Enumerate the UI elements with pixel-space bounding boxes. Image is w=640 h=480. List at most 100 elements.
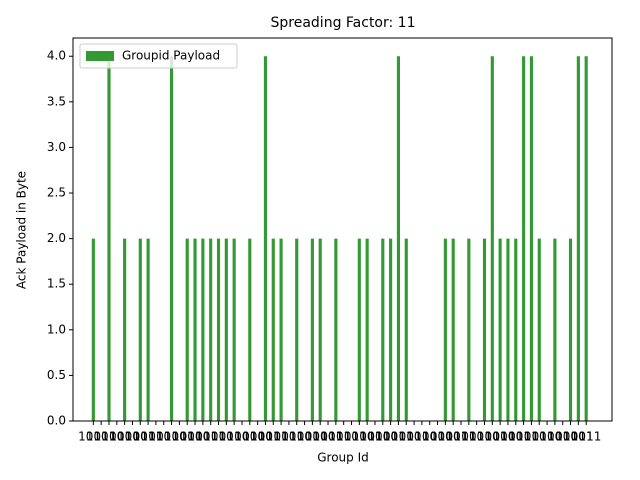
x-tick-label: 1111	[383, 430, 414, 444]
x-tick-label: 1010	[454, 430, 485, 444]
x-tick-label: 1001	[188, 430, 219, 444]
x-tick-label: 1010	[266, 430, 297, 444]
bar	[396, 56, 400, 421]
axes-frame	[72, 37, 613, 422]
x-tick-label: 1101	[164, 430, 195, 444]
bar	[263, 56, 268, 421]
bar	[138, 238, 142, 421]
x-tick-label: 1110	[180, 430, 211, 444]
x-tick-label: 1011	[399, 430, 430, 444]
x-tick-label: 1011	[148, 430, 179, 444]
x-tick-label: 1011	[211, 430, 242, 444]
bar	[443, 238, 447, 421]
x-tick-label: 1011	[461, 430, 492, 444]
x-tick-label: 1100	[156, 430, 187, 444]
x-tick-label: 1011	[86, 430, 117, 444]
x-tick-label: 1100	[407, 430, 438, 444]
x-tick-label: 1001	[438, 430, 469, 444]
legend-swatch	[86, 51, 114, 61]
x-tick-label: 1101	[289, 430, 320, 444]
x-tick-label: 1111	[195, 430, 226, 444]
bar	[381, 238, 385, 421]
bar	[193, 238, 197, 421]
bar	[146, 238, 150, 421]
bar	[404, 238, 408, 421]
x-tick-label: 1011	[524, 430, 555, 444]
bar	[467, 238, 471, 421]
x-tick-label: 1000	[485, 430, 516, 444]
bar	[224, 238, 228, 421]
x-tick-label: 1000	[235, 430, 266, 444]
bar	[529, 56, 533, 421]
x-tick-label: 1100	[219, 430, 250, 444]
bar	[537, 238, 541, 421]
y-tick-label: 1.0	[47, 322, 66, 336]
x-tick-label: 1110	[117, 430, 148, 444]
bar	[522, 56, 526, 421]
x-tick-label: 1001	[250, 430, 281, 444]
bar	[389, 238, 393, 421]
x-tick-label: 1101	[540, 430, 571, 444]
y-tick-label: 0.5	[47, 368, 66, 382]
bar	[185, 238, 189, 421]
bar	[248, 238, 252, 421]
x-tick-label: 1000	[172, 430, 203, 444]
bar	[568, 238, 573, 421]
x-axis-label: Group Id	[317, 451, 369, 465]
y-tick-label: 3.0	[47, 140, 66, 154]
bar	[514, 238, 518, 421]
x-tick-label: 1101	[102, 430, 133, 444]
x-tick-label: 1110	[493, 430, 524, 444]
bar	[91, 238, 95, 421]
x-tick-label: 1100	[94, 430, 125, 444]
x-tick-label: 1011	[336, 430, 367, 444]
bar	[482, 238, 487, 421]
bar	[365, 238, 369, 421]
bar	[170, 56, 174, 421]
bar	[232, 238, 236, 421]
bar	[584, 56, 588, 421]
bar	[506, 238, 510, 421]
y-tick-label: 2.0	[47, 231, 66, 245]
y-axis-label: Ack Payload in Byte	[15, 171, 29, 289]
bar	[357, 238, 361, 421]
x-tick-label: 1111	[133, 430, 164, 444]
y-tick-label: 1.5	[47, 277, 66, 291]
bar	[576, 56, 580, 421]
legend-label: Groupid Payload	[122, 49, 220, 63]
x-tick-label: 1011	[274, 430, 305, 444]
x-tick-label: 1110	[555, 430, 586, 444]
legend-box	[79, 43, 238, 69]
bar	[295, 238, 299, 421]
bar	[451, 238, 455, 421]
x-tick-label: 1010	[141, 430, 172, 444]
x-tick-label: 1111	[258, 430, 289, 444]
x-tick-label: 1001	[563, 430, 594, 444]
x-tick-label: 1001	[501, 430, 532, 444]
x-tick-label: 1010	[203, 430, 234, 444]
bar	[271, 238, 275, 421]
x-tick-label: 1000	[422, 430, 453, 444]
bar	[201, 238, 205, 421]
y-tick-label: 2.5	[47, 186, 66, 200]
x-tick-label: 1010	[516, 430, 547, 444]
bar	[490, 56, 494, 421]
x-tick-label: 1101	[414, 430, 445, 444]
x-tick-label: 1100	[532, 430, 563, 444]
x-tick-label: 1001	[313, 430, 344, 444]
x-tick-label: 1000	[360, 430, 391, 444]
x-tick-label: 1110	[305, 430, 336, 444]
x-tick-label: 1110	[430, 430, 461, 444]
y-tick-label: 0.0	[47, 414, 66, 428]
bar	[279, 238, 283, 421]
bar	[209, 238, 213, 421]
bar	[310, 238, 314, 421]
x-tick-label: 1110	[242, 430, 273, 444]
x-tick-label: 1100	[281, 430, 312, 444]
bar	[318, 238, 322, 421]
x-tick-label: 1111	[508, 430, 539, 444]
x-tick-label: 1100	[469, 430, 500, 444]
chart-title: Spreading Factor: 11	[271, 15, 416, 31]
x-tick-label: 1001	[125, 430, 156, 444]
